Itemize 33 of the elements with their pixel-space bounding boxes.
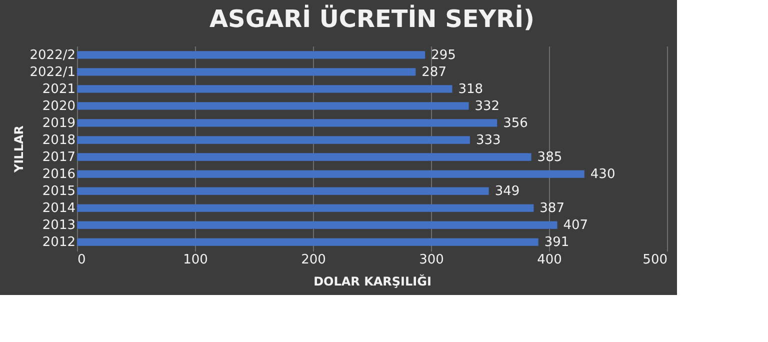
y-axis-title: YILLAR xyxy=(12,126,26,174)
y-tick-label: 2018 xyxy=(42,132,76,148)
data-label: 349 xyxy=(494,184,520,200)
data-label: 332 xyxy=(474,98,500,114)
y-tick-label: 2021 xyxy=(42,82,76,97)
y-tick-label: 2019 xyxy=(42,116,76,131)
x-tick-label: 200 xyxy=(301,252,326,268)
data-label: 318 xyxy=(458,82,484,97)
y-tick-label: 2012 xyxy=(42,235,76,250)
data-label: 407 xyxy=(563,218,588,234)
x-tick-label: 300 xyxy=(419,252,444,268)
y-tick-label: 2020 xyxy=(42,98,76,114)
data-label: 387 xyxy=(540,201,564,216)
x-tick-label: 400 xyxy=(537,252,562,268)
y-tick-label: 2014 xyxy=(42,201,76,216)
data-label: 333 xyxy=(476,132,501,148)
data-label: 391 xyxy=(544,235,570,250)
x-tick-label: 500 xyxy=(642,252,668,268)
y-tick-label: 2015 xyxy=(42,184,76,200)
x-tick-label: 0 xyxy=(78,252,86,268)
data-label: 295 xyxy=(431,48,456,63)
y-tick-label: 2022/2 xyxy=(30,48,76,63)
y-tick-label: 2016 xyxy=(42,167,76,182)
y-tick-label: 2022/1 xyxy=(30,64,76,80)
data-label: 356 xyxy=(503,116,528,131)
y-tick-label: 2017 xyxy=(42,150,76,166)
x-axis-title: DOLAR KARŞILIĞI xyxy=(314,274,432,288)
data-label: 287 xyxy=(422,64,446,80)
x-tick-label: 100 xyxy=(183,252,208,268)
data-label: 385 xyxy=(537,150,562,166)
chart-title: ASGARİ ÜCRETİN SEYRİ) xyxy=(209,4,535,33)
y-tick-label: 2013 xyxy=(42,218,76,234)
data-label: 430 xyxy=(590,167,616,182)
